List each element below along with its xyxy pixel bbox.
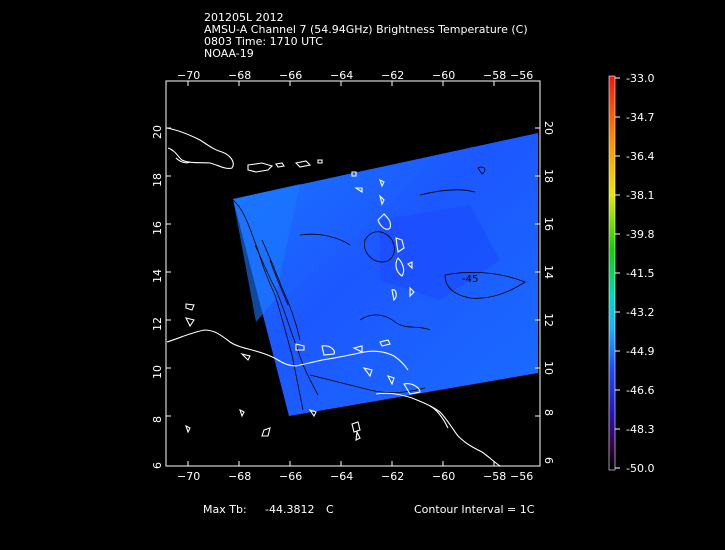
contour-label: -45 xyxy=(462,274,479,285)
lon-tick-bottom: −70 xyxy=(177,470,201,483)
colorbar-label: -50.0 xyxy=(626,462,655,475)
max-tb-value: -44.3812 xyxy=(265,503,315,516)
lon-tick-bottom: −56 xyxy=(510,470,534,483)
lat-tick-left: 6 xyxy=(151,462,164,469)
lat-tick-right: 18 xyxy=(542,169,555,183)
lat-tick-left: 12 xyxy=(151,317,164,331)
colorbar-label: -38.1 xyxy=(626,189,655,202)
lat-tick-right: 10 xyxy=(542,361,555,375)
lon-tick-bottom: −58 xyxy=(483,470,507,483)
lat-tick-left: 18 xyxy=(151,173,164,187)
colorbar-label: -36.4 xyxy=(626,150,655,163)
colorbar xyxy=(608,75,616,471)
lat-tick-right: 8 xyxy=(542,409,555,416)
lon-tick-bottom: −68 xyxy=(228,470,252,483)
lat-tick-left: 14 xyxy=(151,269,164,283)
lon-tick-top: −68 xyxy=(228,69,252,82)
contour-lines xyxy=(232,166,526,411)
lon-tick-top: −64 xyxy=(330,69,354,82)
lon-tick-bottom: −60 xyxy=(432,470,456,483)
colorbar-label: -48.3 xyxy=(626,423,655,436)
lat-tick-right: 14 xyxy=(542,265,555,279)
lon-tick-top: −56 xyxy=(510,69,534,82)
colorbar-label: -43.2 xyxy=(626,306,655,319)
lon-tick-top: −60 xyxy=(432,69,456,82)
map-frame xyxy=(165,80,541,467)
title-date: 201205L 2012 xyxy=(204,11,284,24)
lat-tick-left: 16 xyxy=(151,221,164,235)
lat-tick-right: 20 xyxy=(542,121,555,135)
lon-tick-top: −70 xyxy=(177,69,201,82)
lat-tick-left: 10 xyxy=(151,365,164,379)
colorbar-label: -46.6 xyxy=(626,384,655,397)
colorbar-label: -34.7 xyxy=(626,111,655,124)
colorbar-label: -33.0 xyxy=(626,72,655,85)
lon-tick-bottom: −66 xyxy=(279,470,303,483)
max-tb-unit: C xyxy=(326,503,334,516)
colorbar-label: -39.8 xyxy=(626,228,655,241)
title-product: AMSU-A Channel 7 (54.94GHz) Brightness T… xyxy=(204,23,528,36)
colorbar-label: -44.9 xyxy=(626,345,655,358)
title-satellite: NOAA-19 xyxy=(204,47,254,60)
contour-interval: Contour Interval = 1C xyxy=(414,503,535,516)
lat-tick-right: 12 xyxy=(542,313,555,327)
lon-tick-top: −58 xyxy=(483,69,507,82)
tick-marks xyxy=(166,81,540,466)
lon-tick-top: −66 xyxy=(279,69,303,82)
colorbar-label: -41.5 xyxy=(626,267,655,280)
lon-tick-top: −62 xyxy=(381,69,405,82)
lon-tick-bottom: −64 xyxy=(330,470,354,483)
max-tb-label: Max Tb: xyxy=(203,503,247,516)
title-time: 0803 Time: 1710 UTC xyxy=(204,35,323,48)
lat-tick-left: 20 xyxy=(151,125,164,139)
lon-tick-bottom: −62 xyxy=(381,470,405,483)
coastlines xyxy=(166,127,501,467)
lat-tick-right: 16 xyxy=(542,217,555,231)
lat-tick-left: 8 xyxy=(151,416,164,423)
lat-tick-right: 6 xyxy=(542,457,555,464)
